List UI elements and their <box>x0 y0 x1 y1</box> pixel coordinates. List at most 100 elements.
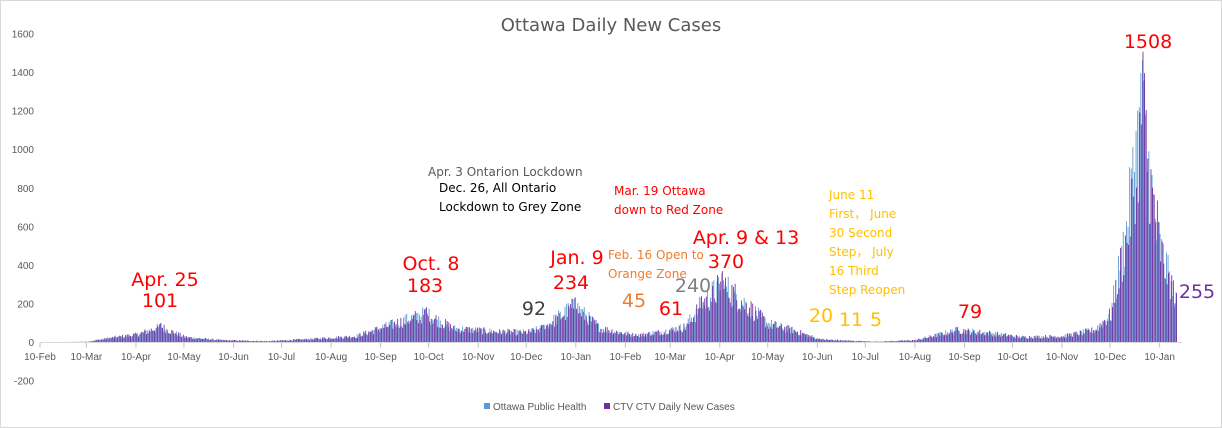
ctv-bar <box>238 340 240 343</box>
annotation-line: First， June <box>829 207 896 221</box>
opr-bar <box>929 335 931 343</box>
opr-bar <box>930 336 932 343</box>
ctv-bar <box>437 327 439 343</box>
ctv-bar <box>194 339 195 343</box>
opr-bar <box>375 327 377 343</box>
annotation-mar19-note: Mar. 19 Ottawa down to Red Zone <box>614 184 723 217</box>
ctv-bar <box>611 329 613 343</box>
ctv-bar <box>677 330 678 343</box>
ctv-bar <box>773 323 774 343</box>
opr-bar <box>666 334 668 343</box>
ctv-bar <box>357 337 359 343</box>
opr-bar <box>601 328 603 343</box>
ctv-bar <box>896 341 898 343</box>
ctv-bar <box>491 333 493 343</box>
annotation-line: 370 <box>708 251 744 273</box>
ctv-bar <box>995 336 997 343</box>
opr-bar <box>726 286 728 343</box>
ctv-bar <box>158 324 160 343</box>
ctv-bar <box>261 341 263 343</box>
x-tick-label: 10-Jan <box>1144 352 1175 363</box>
annotation-june-note: June 11 First， June 30 Second Step， July 16 … <box>828 188 905 297</box>
ctv-bar <box>653 334 654 343</box>
ctv-bar <box>744 309 746 343</box>
opr-bar <box>102 338 104 343</box>
ctv-bar <box>370 332 371 343</box>
ctv-bar <box>819 338 821 343</box>
opr-bar <box>340 336 342 343</box>
opr-bar <box>388 322 390 343</box>
ctv-bar <box>931 336 933 343</box>
opr-bar <box>652 331 654 343</box>
ctv-bar <box>957 327 958 343</box>
ctv-bar <box>315 337 317 343</box>
annotation-line: Mar. 19 Ottawa <box>614 184 706 198</box>
opr-bar <box>222 340 224 343</box>
opr-bar <box>844 340 846 343</box>
opr-bar <box>121 338 123 343</box>
ctv-bar <box>768 328 770 343</box>
ctv-bar <box>569 304 571 343</box>
ctv-bar <box>840 339 842 343</box>
opr-bar <box>1084 333 1086 343</box>
opr-bar <box>956 326 958 343</box>
legend-label-ottawa-public-health: Ottawa Public Health <box>493 402 586 413</box>
ctv-bar <box>454 330 456 343</box>
ctv-bar <box>384 323 386 343</box>
annotation-feb16-note: Feb. 16 Open to Orange Zone <box>608 248 704 281</box>
ctv-bar <box>1032 338 1034 343</box>
opr-bar <box>204 337 206 343</box>
opr-bar <box>236 340 238 343</box>
opr-bar <box>540 325 542 343</box>
opr-bar <box>257 341 259 343</box>
opr-bar <box>986 332 988 343</box>
opr-bar <box>801 335 803 343</box>
ctv-bar <box>397 318 399 343</box>
ctv-bar <box>227 340 229 343</box>
opr-bar <box>780 322 782 343</box>
opr-bar <box>660 331 662 343</box>
ctv-bar <box>731 284 733 343</box>
opr-bar <box>174 334 176 343</box>
opr-bar <box>420 316 422 343</box>
opr-bar <box>158 327 160 343</box>
opr-bar <box>387 327 388 343</box>
opr-bar <box>457 327 459 343</box>
opr-bar <box>934 337 935 343</box>
ctv-bar <box>1150 169 1152 343</box>
ctv-bar <box>729 302 731 343</box>
opr-bar <box>268 341 270 343</box>
ctv-bar <box>921 339 923 343</box>
ctv-bar <box>806 334 808 343</box>
opr-bar <box>828 339 830 343</box>
opr-bar <box>895 341 897 343</box>
opr-bar <box>201 338 203 343</box>
ctv-bar <box>625 335 627 343</box>
ctv-bar <box>998 334 1000 343</box>
opr-bar <box>665 329 667 343</box>
opr-bar <box>802 333 804 343</box>
ctv-bar <box>368 331 370 343</box>
opr-bar <box>191 338 193 343</box>
opr-bar <box>724 284 726 343</box>
opr-bar <box>467 328 468 343</box>
ctv-bar <box>761 312 763 343</box>
annotation-apr25-value: 101 <box>142 290 178 312</box>
ctv-bar <box>657 329 659 343</box>
ctv-bar <box>537 329 539 343</box>
ctv-bar <box>230 340 232 343</box>
ctv-bar <box>854 341 856 343</box>
ctv-bar <box>526 333 528 343</box>
ctv-bar <box>920 339 922 343</box>
ctv-bar <box>128 334 130 343</box>
opr-bar <box>228 339 230 343</box>
opr-bar <box>582 309 584 343</box>
opr-bar <box>678 331 680 343</box>
opr-bar <box>551 325 553 343</box>
ctv-bar <box>405 324 407 343</box>
opr-bar <box>1057 336 1059 343</box>
ctv-bar <box>864 341 866 343</box>
opr-bar <box>716 281 718 343</box>
opr-bar <box>1014 336 1015 343</box>
ctv-bar <box>429 321 431 343</box>
